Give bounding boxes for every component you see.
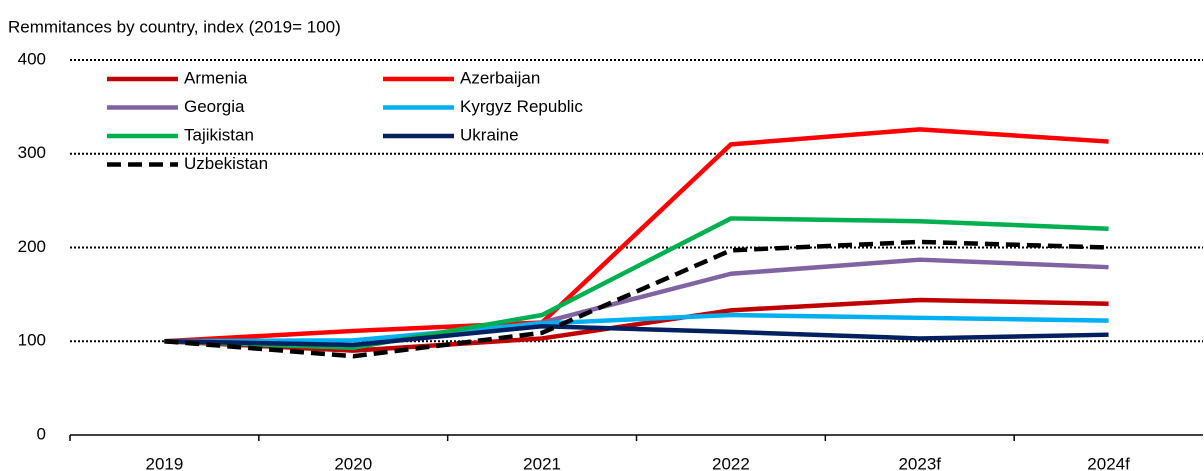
series-line [164, 297, 1109, 353]
x-tick-label: 2021 [523, 454, 561, 471]
legend-label: Ukraine [460, 125, 519, 144]
legend-label: Georgia [184, 97, 245, 116]
y-tick-label: 400 [18, 49, 46, 68]
x-tick-label: 2023f [898, 454, 941, 471]
legend-label: Uzbekistan [184, 154, 268, 173]
y-tick-label: 0 [37, 424, 46, 443]
legend-label: Tajikistan [184, 125, 254, 144]
y-tick-label: 300 [18, 143, 46, 162]
x-tick-label: 2019 [146, 454, 184, 471]
series-line [164, 127, 1109, 344]
x-tick-label: 2020 [334, 454, 372, 471]
series-line [164, 216, 1109, 351]
series-line [164, 312, 1109, 344]
series-line [164, 324, 1109, 348]
y-tick-label: 200 [18, 237, 46, 256]
x-tick-label: 2024f [1087, 454, 1130, 471]
chart-title: Remmitances by country, index (2019= 100… [8, 17, 341, 36]
legend-label: Kyrgyz Republic [460, 97, 583, 116]
legend-label: Armenia [184, 68, 248, 87]
y-tick-label: 100 [18, 331, 46, 350]
x-tick-label: 2022 [712, 454, 750, 471]
legend-label: Azerbaijan [460, 68, 540, 87]
series-line [164, 239, 1109, 359]
